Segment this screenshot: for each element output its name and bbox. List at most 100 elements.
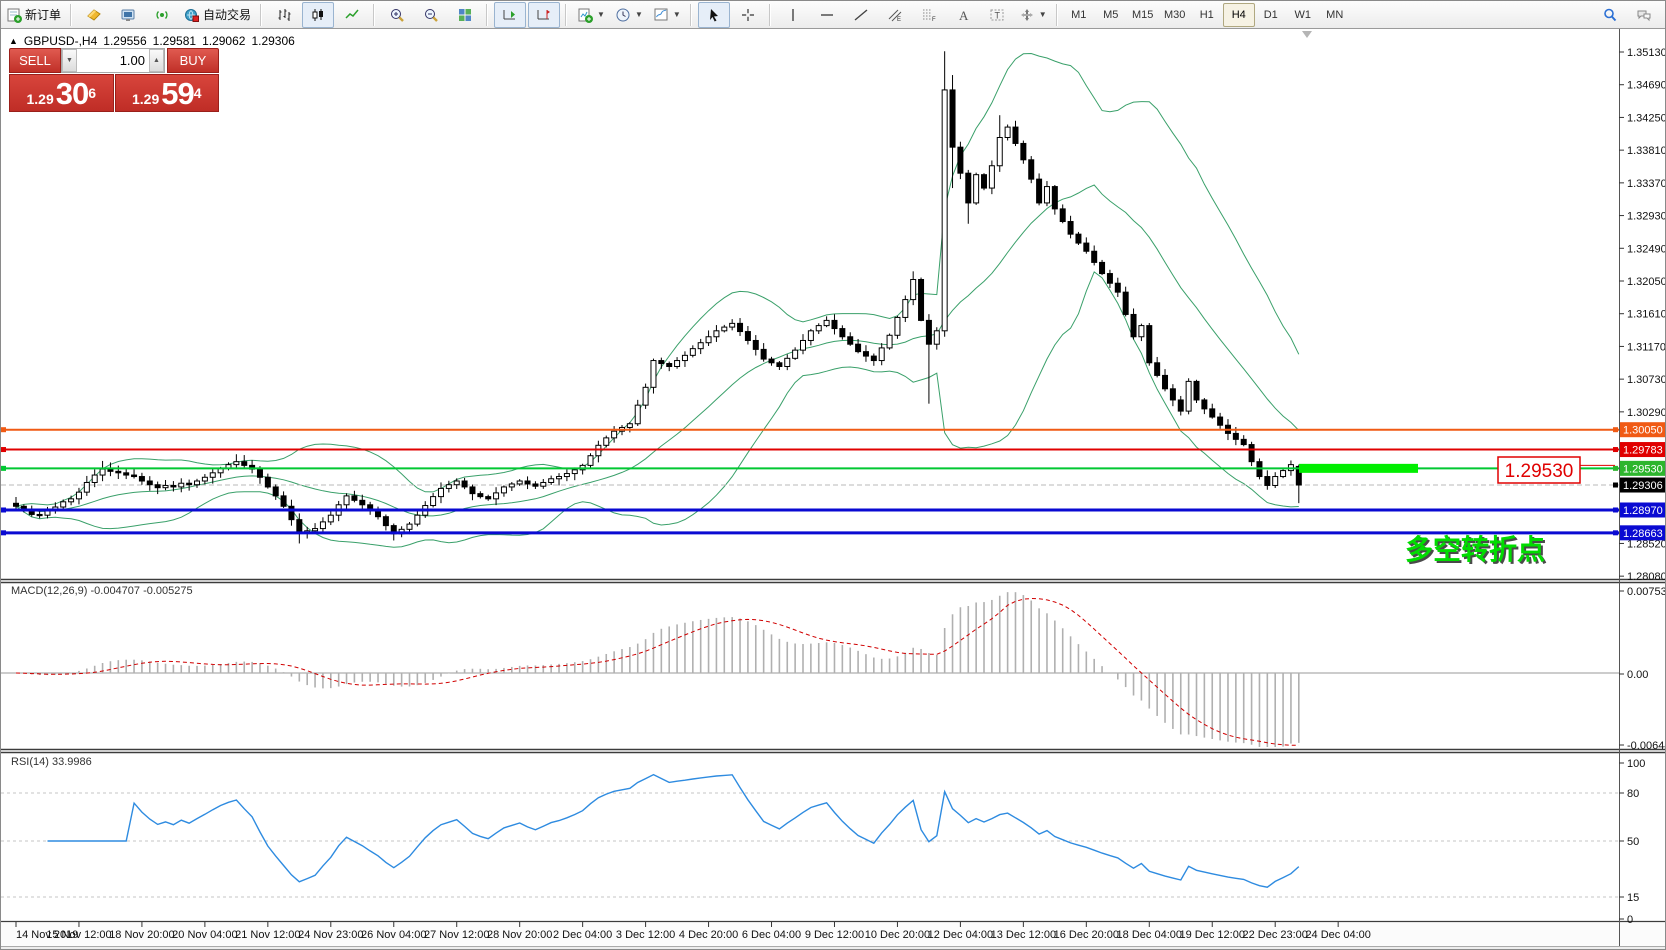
price-callout-box[interactable] xyxy=(1497,456,1581,484)
volume-decrease-button[interactable]: ▼ xyxy=(62,49,77,72)
green-highlight-band[interactable] xyxy=(1299,463,1418,473)
toolbar: 新订单 自动交易 ▼ ▼ ▼ E F A T ▼ M1 M5 M15 M30 H1 H4 D1 W1 MN xyxy=(1,1,1665,29)
search-button[interactable] xyxy=(1594,2,1626,28)
axis-price-chip xyxy=(1620,442,1665,458)
auto-trading-button[interactable]: 自动交易 xyxy=(180,2,255,28)
price-tick: 1.32930 xyxy=(1627,211,1666,223)
time-tick: 24 Dec 04:00 xyxy=(1305,929,1370,941)
templates-button[interactable]: ▼ xyxy=(649,2,685,28)
crosshair-icon xyxy=(741,8,754,21)
auto-scroll-button[interactable] xyxy=(494,1,527,28)
axis-price-chip xyxy=(1620,502,1665,518)
zoom-out-button[interactable] xyxy=(415,2,447,28)
timeframe-d1-button[interactable]: D1 xyxy=(1263,8,1278,21)
template-icon xyxy=(654,8,668,20)
buy-button[interactable]: BUY xyxy=(167,48,219,73)
timeframe-m5-button[interactable]: M5 xyxy=(1103,8,1119,21)
macd-axis-tick: -0.006446 xyxy=(1627,740,1666,752)
hline-handle[interactable] xyxy=(1,427,6,433)
candles xyxy=(13,51,1302,544)
hline-handle[interactable] xyxy=(1,507,6,513)
sell-price-prefix: 1.29 xyxy=(26,91,54,107)
time-tick: 20 Nov 04:00 xyxy=(172,929,237,941)
zoomin-icon xyxy=(391,8,404,22)
crosshair-button[interactable] xyxy=(732,2,764,28)
hline-button[interactable] xyxy=(811,2,843,28)
periods-button[interactable]: ▼ xyxy=(611,2,647,28)
toolbar-separator xyxy=(484,3,492,26)
toolbar-separator xyxy=(687,3,695,26)
buy-price-button[interactable]: 1.29 59 4 xyxy=(114,74,219,112)
time-tick: 22 Dec 23:00 xyxy=(1242,929,1307,941)
indicators-button[interactable]: ▼ xyxy=(573,2,609,28)
candle-chart-button[interactable] xyxy=(302,1,335,28)
ticket-button[interactable] xyxy=(78,2,110,28)
channel-button[interactable]: E xyxy=(879,2,911,28)
time-tick: 24 Nov 23:00 xyxy=(298,929,363,941)
time-tick: 15 Nov 12:00 xyxy=(46,929,111,941)
macd-indicator-label: MACD(12,26,9) -0.004707 -0.005275 xyxy=(11,585,193,597)
time-tick: 14 Nov 2019 xyxy=(16,929,78,941)
timeframe-h1-button[interactable]: H1 xyxy=(1199,8,1214,21)
price-tick: 1.32050 xyxy=(1627,276,1666,288)
time-tick: 12 Dec 04:00 xyxy=(928,929,993,941)
rsi-line xyxy=(47,773,1300,888)
turning-point-annotation[interactable]: 多空转折点 xyxy=(1405,533,1545,565)
signals-button[interactable] xyxy=(146,2,178,28)
chart-shift-marker[interactable] xyxy=(1302,31,1312,38)
volume-input[interactable] xyxy=(77,49,149,72)
toolbar-separator xyxy=(766,3,774,26)
sell-button[interactable]: SELL xyxy=(9,48,61,73)
rsi-axis-tick: 100 xyxy=(1627,758,1645,770)
market-watch-button[interactable] xyxy=(112,2,144,28)
rsi-axis-tick: 0 xyxy=(1627,914,1633,926)
sell-price-pip: 6 xyxy=(88,85,97,101)
hline-handle[interactable] xyxy=(1,447,6,453)
zoom-in-button[interactable] xyxy=(381,2,413,28)
timeframe-m30-button[interactable]: M30 xyxy=(1164,8,1186,21)
price-tick: 1.33370 xyxy=(1627,178,1666,190)
cursor-icon xyxy=(709,8,718,21)
timeframe-h4-button[interactable]: H4 xyxy=(1222,2,1255,27)
indicator-icon xyxy=(578,8,594,23)
hline-handle[interactable] xyxy=(1,530,6,536)
new-order-button[interactable]: 新订单 xyxy=(2,2,65,28)
axis-price-chip xyxy=(1620,477,1665,493)
trendline-button[interactable] xyxy=(845,2,877,28)
macd-axis-tick: 0.007538 xyxy=(1627,586,1666,598)
price-tick: 1.34250 xyxy=(1627,112,1666,124)
timeframe-m1-button[interactable]: M1 xyxy=(1071,8,1087,21)
toolbar-separator xyxy=(371,3,379,26)
sell-price-button[interactable]: 1.29 30 6 xyxy=(9,74,114,112)
time-tick: 13 Dec 12:00 xyxy=(991,929,1056,941)
timeframe-mn-button[interactable]: MN xyxy=(1326,8,1344,21)
line-chart-button[interactable] xyxy=(336,2,368,28)
text-button[interactable]: A xyxy=(947,2,979,28)
volume-increase-button[interactable]: ▲ xyxy=(149,49,164,72)
collapse-panel-icon[interactable]: ▲ xyxy=(9,36,18,46)
label-button[interactable]: T xyxy=(981,2,1013,28)
bar-high: 1.29581 xyxy=(152,34,197,48)
time-tick: 10 Dec 20:00 xyxy=(865,929,930,941)
timeframe-w1-button[interactable]: W1 xyxy=(1294,8,1311,21)
vline-button[interactable] xyxy=(777,2,809,28)
timeframe-m15-button[interactable]: M15 xyxy=(1132,8,1154,21)
hline-handle[interactable] xyxy=(1,465,6,471)
fibo-button[interactable]: F xyxy=(913,2,945,28)
tile-icon xyxy=(459,8,472,21)
shapes-button[interactable]: ▼ xyxy=(1015,2,1051,28)
chart-shift-button[interactable] xyxy=(528,1,561,28)
macd-signal-line xyxy=(15,597,1299,746)
price-tick: 1.30730 xyxy=(1627,374,1666,386)
tile-windows-button[interactable] xyxy=(449,2,481,28)
cursor-button[interactable] xyxy=(697,1,730,28)
monitor-icon xyxy=(121,9,135,21)
fibo-icon: F xyxy=(922,9,936,23)
community-button[interactable] xyxy=(1628,2,1660,28)
price-callout-text: 1.29530 xyxy=(1505,461,1574,482)
bar-chart-button[interactable] xyxy=(268,2,300,28)
bar-close: 1.29306 xyxy=(251,34,295,48)
axis-price-chip-label: 1.29783 xyxy=(1623,445,1663,457)
chat-icon xyxy=(1637,10,1651,21)
clock-icon xyxy=(616,8,630,21)
